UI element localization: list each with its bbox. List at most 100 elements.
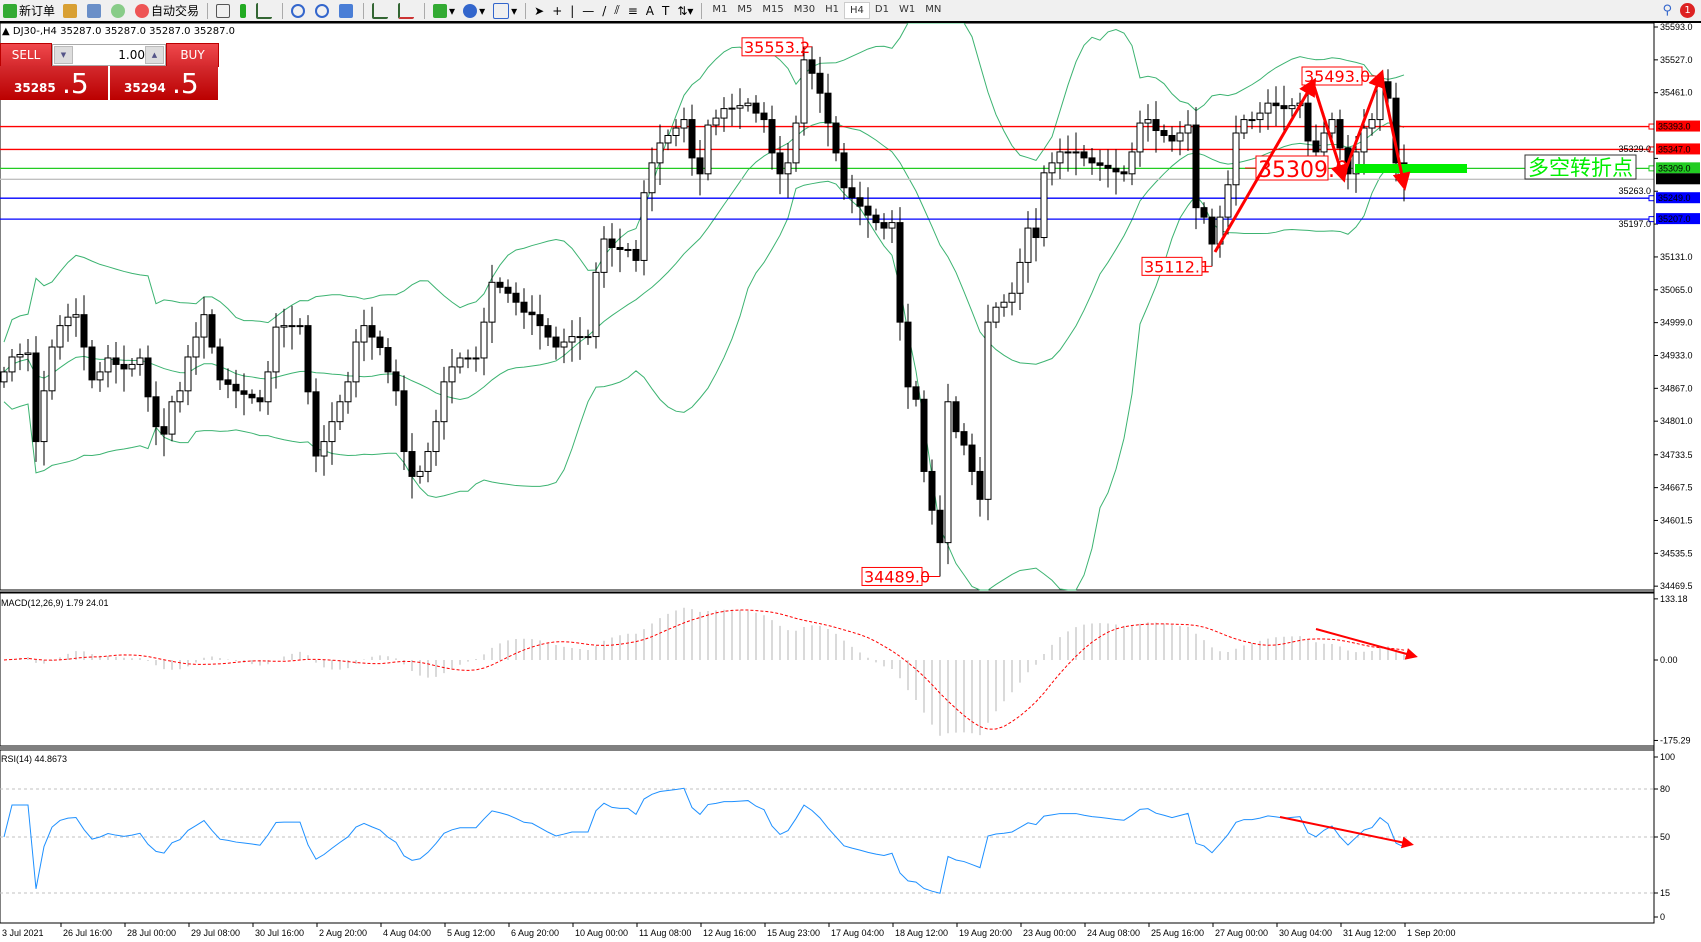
candle-bearish <box>1280 105 1288 110</box>
cursor-button[interactable]: ➤ <box>531 1 547 20</box>
level-price-tag <box>1656 213 1700 225</box>
buy-price-button[interactable]: 35294.5 <box>110 66 218 100</box>
candle-bearish <box>240 390 248 395</box>
auto-trading-button[interactable]: 自动交易 <box>132 1 202 20</box>
bar-chart-button[interactable] <box>213 1 235 20</box>
arrows-icon: ⇅▾ <box>677 3 694 18</box>
candle-bullish <box>448 366 456 383</box>
candle-bearish <box>776 152 784 175</box>
candle-bullish <box>168 401 176 435</box>
notification-badge[interactable]: 1 <box>1680 3 1695 18</box>
time-axis-label: 30 Aug 04:00 <box>1279 928 1332 938</box>
timeframe-w1[interactable]: W1 <box>898 4 916 15</box>
candle-bearish <box>1120 171 1128 175</box>
text-label-button[interactable]: T <box>659 1 672 20</box>
signals-button[interactable] <box>108 1 130 20</box>
candle-bullish <box>440 381 448 423</box>
price-tick-label: 35197.0 <box>1618 219 1651 229</box>
new-order-icon <box>3 3 17 18</box>
candle-bullish <box>320 441 328 457</box>
time-axis-label: 2 Aug 20:00 <box>319 928 367 938</box>
time-axis-label: 23 Aug 00:00 <box>1023 928 1076 938</box>
vertical-line-button[interactable]: | <box>567 1 577 20</box>
candle-bullish <box>0 371 8 383</box>
toolbar-separator <box>424 2 426 19</box>
horizontal-line-button[interactable]: — <box>579 1 597 20</box>
price-tick-label: 35593.0 <box>1660 22 1693 32</box>
volume-input[interactable] <box>73 46 147 64</box>
candle-bullish <box>104 357 112 373</box>
line-chart-button[interactable] <box>253 1 277 20</box>
candle-bullish <box>568 336 576 343</box>
zoom-out-button[interactable] <box>312 1 334 20</box>
candle-bullish <box>488 281 496 323</box>
timeframe-mn[interactable]: MN <box>925 4 942 15</box>
sell-price-button[interactable]: 35285.5 <box>0 66 108 100</box>
timeframe-h1[interactable]: H1 <box>825 4 840 15</box>
history-button[interactable] <box>60 1 82 20</box>
candlestick-button[interactable] <box>237 1 251 20</box>
candle-bullish <box>680 119 688 129</box>
sell-button[interactable]: SELL <box>0 43 52 67</box>
timeframe-d1[interactable]: D1 <box>874 4 889 15</box>
periods-icon <box>463 3 478 18</box>
neckline-price-label: 35309.0 <box>1258 158 1349 183</box>
timeframe-h4[interactable]: H4 <box>844 2 870 19</box>
periods-button[interactable]: ▾ <box>460 1 488 20</box>
candle-bullish <box>1000 301 1008 308</box>
history-icon <box>63 3 78 18</box>
rsi-axis-label: 0 <box>1660 912 1665 922</box>
trend-arrow <box>1379 74 1411 191</box>
timeframe-m15[interactable]: M15 <box>762 4 784 15</box>
trend-arrow <box>1341 69 1386 178</box>
candle-bearish <box>1168 134 1176 142</box>
trendline-button[interactable]: / <box>599 1 609 20</box>
timeframe-m5[interactable]: M5 <box>737 4 753 15</box>
candle-bearish <box>1200 207 1208 218</box>
search-icon[interactable]: ⚲ <box>1662 3 1672 18</box>
volume-increase-button[interactable]: ▲ <box>145 46 164 64</box>
candle-bearish <box>864 205 872 216</box>
candle-bullish <box>1184 124 1192 134</box>
time-axis-label: 28 Jul 00:00 <box>127 928 176 938</box>
candle-bearish <box>208 314 216 348</box>
chart-shift-button[interactable] <box>395 1 419 20</box>
macd-divergence-arrow <box>1315 628 1418 660</box>
candle-bullish <box>1328 119 1336 134</box>
timeframe-m30[interactable]: M30 <box>793 4 816 15</box>
terminal-button[interactable] <box>84 1 106 20</box>
candle-bullish <box>432 421 440 453</box>
candle-bearish <box>408 451 416 477</box>
candle-bearish <box>1160 130 1168 136</box>
timeframe-m1[interactable]: M1 <box>712 4 728 15</box>
candle-bullish <box>1144 119 1152 124</box>
buy-button[interactable]: BUY <box>166 43 219 67</box>
crosshair-button[interactable]: + <box>549 1 565 20</box>
price-tick-label: 34801.0 <box>1660 416 1693 426</box>
collapse-triangle-icon[interactable]: ▲ <box>2 26 13 37</box>
autoscroll-button[interactable] <box>369 1 393 20</box>
indicators-button[interactable]: ▾ <box>430 1 458 20</box>
volume-decrease-button[interactable]: ▼ <box>54 46 73 64</box>
candle-bearish <box>528 311 536 316</box>
new-order-button[interactable]: 新订单 <box>0 1 58 20</box>
fibonacci-button[interactable]: ≡ <box>625 1 641 20</box>
horizontal-line-icon: — <box>582 3 595 18</box>
arrows-button[interactable]: ⇅▾ <box>674 1 696 20</box>
candle-bullish <box>784 162 792 175</box>
time-axis-label: 15 Aug 23:00 <box>767 928 820 938</box>
equidistant-channel-icon: ⫽ <box>614 3 620 17</box>
candle-bullish <box>176 390 184 403</box>
tile-windows-button[interactable] <box>336 1 358 20</box>
zoom-out-icon <box>315 3 330 18</box>
equidistant-channel-button[interactable]: ⫽ <box>611 1 622 20</box>
candle-bullish <box>336 401 344 423</box>
candle-bearish <box>1096 162 1104 166</box>
templates-button[interactable]: ▾ <box>490 1 520 20</box>
candle-bearish <box>840 152 848 189</box>
candle-bearish <box>816 72 824 94</box>
text-button[interactable]: A <box>643 1 657 20</box>
candle-bullish <box>1016 261 1024 294</box>
zoom-in-button[interactable] <box>288 1 310 20</box>
